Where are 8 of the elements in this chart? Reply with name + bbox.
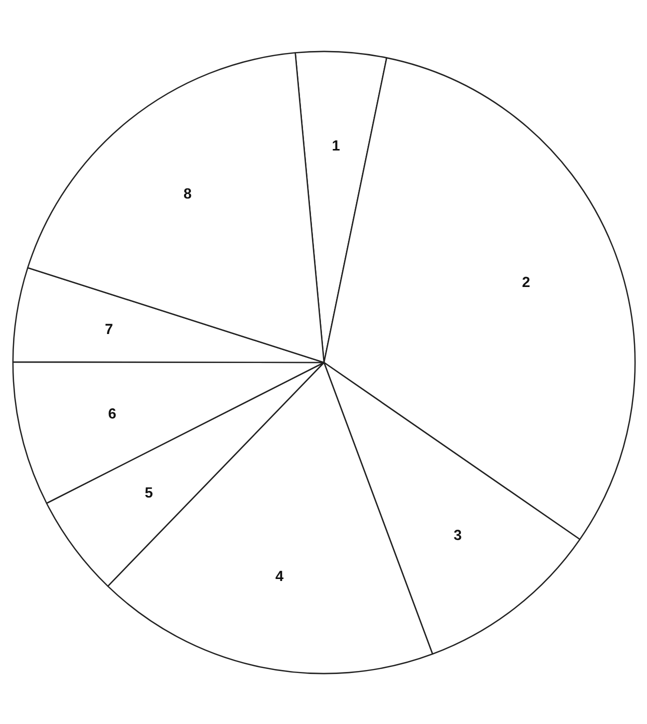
slice-label: 8 [184,186,192,202]
slice-label: 1 [332,138,340,155]
slice-label: 6 [108,406,116,422]
slice-label: 2 [522,274,530,291]
slice-label: 7 [104,322,113,338]
slice-label: 3 [454,528,462,544]
slice-label: 4 [275,569,284,586]
slice-label: 5 [144,485,153,502]
